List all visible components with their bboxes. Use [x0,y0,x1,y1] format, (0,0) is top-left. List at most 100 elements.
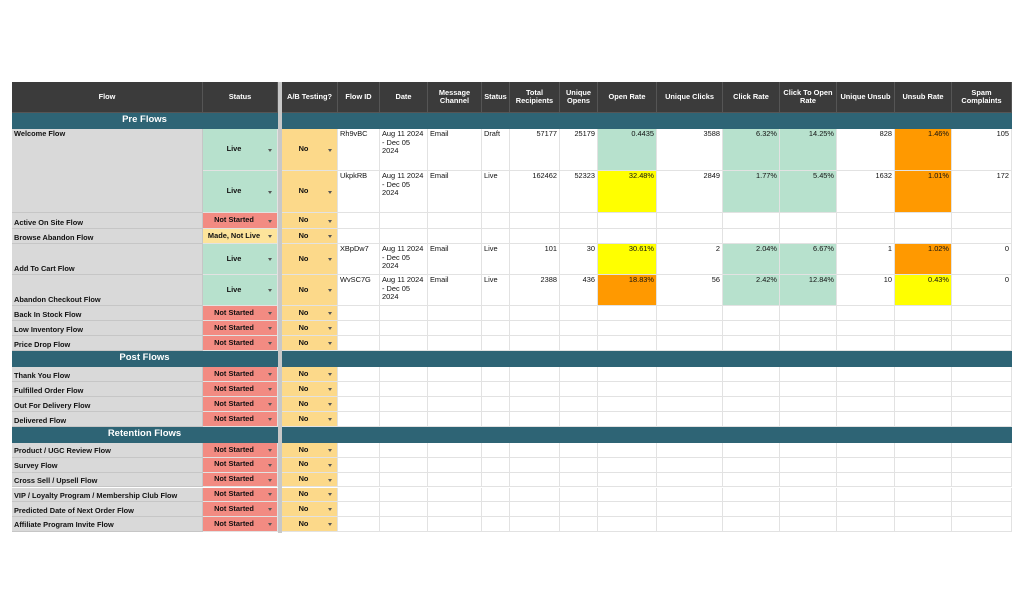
empty-cell [598,229,657,244]
column-header: Date [380,82,428,113]
ab-testing-dropdown: No [282,229,338,244]
metric-cell: 10 [837,275,895,306]
column-header: Open Rate [598,82,657,113]
empty-cell [510,336,560,351]
empty-cell [723,229,780,244]
metric-cell: 14.25% [780,129,837,171]
ab-testing-dropdown: No [282,321,338,336]
empty-cell [510,321,560,336]
metric-cell: 1.01% [895,171,952,213]
metric-cell: Email [428,171,482,213]
empty-cell [482,457,510,473]
status-dropdown: Not Started [203,397,278,412]
empty-cell [338,472,380,488]
metric-cell: 828 [837,129,895,171]
empty-cell [380,517,428,532]
empty-cell [482,229,510,244]
empty-cell [837,397,895,412]
status-dropdown: Not Started [203,457,278,473]
status-dropdown: Made, Not Live [203,229,278,244]
empty-cell [560,229,598,244]
flow-name: Browse Abandon Flow [12,229,203,244]
empty-cell [380,382,428,397]
empty-cell [837,412,895,427]
ab-testing-dropdown: No [282,129,338,171]
ab-testing-dropdown: No [282,502,338,518]
empty-cell [895,336,952,351]
metric-cell: Draft [482,129,510,171]
ab-testing-dropdown: No [282,244,338,275]
metric-cell: 162462 [510,171,560,213]
empty-cell [560,457,598,473]
column-header: Click Rate [723,82,780,113]
empty-cell [895,443,952,458]
empty-cell [380,457,428,473]
empty-cell [952,336,1012,351]
empty-cell [598,517,657,532]
empty-cell [895,229,952,244]
empty-cell [338,306,380,321]
empty-cell [598,321,657,336]
empty-cell [837,321,895,336]
empty-cell [895,517,952,532]
section-title: Post Flows [12,351,278,367]
column-header: Unique Clicks [657,82,723,113]
empty-cell [598,367,657,382]
empty-cell [428,487,482,503]
empty-cell [837,457,895,473]
empty-cell [510,382,560,397]
empty-cell [598,443,657,458]
metric-cell: 30 [560,244,598,275]
empty-cell [510,502,560,518]
section-band [282,351,1012,367]
status-dropdown: Not Started [203,502,278,518]
empty-cell [780,306,837,321]
empty-cell [560,502,598,518]
empty-cell [598,412,657,427]
empty-cell [380,213,428,229]
empty-cell [895,367,952,382]
empty-cell [657,367,723,382]
empty-cell [338,397,380,412]
empty-cell [428,472,482,488]
empty-cell [560,213,598,229]
empty-cell [837,502,895,518]
empty-cell [780,502,837,518]
empty-cell [895,412,952,427]
empty-cell [428,397,482,412]
empty-cell [723,472,780,488]
ab-testing-dropdown: No [282,213,338,229]
status-dropdown: Not Started [203,412,278,427]
empty-cell [837,517,895,532]
empty-cell [380,472,428,488]
empty-cell [428,229,482,244]
metric-cell: Rh9vBC [338,129,380,171]
empty-cell [338,336,380,351]
metric-cell: Aug 11 2024 - Dec 05 2024 [380,171,428,213]
empty-cell [723,336,780,351]
empty-cell [510,472,560,488]
metric-cell: 1632 [837,171,895,213]
flow-name: Active On Site Flow [12,213,203,229]
empty-cell [723,517,780,532]
empty-cell [428,502,482,518]
empty-cell [780,382,837,397]
status-dropdown: Live [203,244,278,275]
status-dropdown: Not Started [203,517,278,532]
column-header: Unique Opens [560,82,598,113]
empty-cell [560,306,598,321]
empty-cell [723,457,780,473]
empty-cell [952,487,1012,503]
empty-cell [560,487,598,503]
empty-cell [657,502,723,518]
metric-cell: Live [482,275,510,306]
metric-cell: 18.83% [598,275,657,306]
empty-cell [560,443,598,458]
empty-cell [723,321,780,336]
empty-cell [560,472,598,488]
empty-cell [598,336,657,351]
empty-cell [895,487,952,503]
empty-cell [482,487,510,503]
metric-cell: 32.48% [598,171,657,213]
